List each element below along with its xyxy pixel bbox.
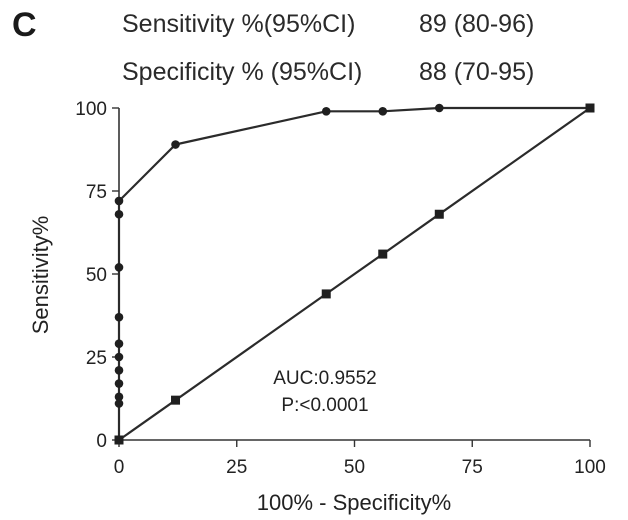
data-point [114,352,124,362]
series-line [118,107,591,441]
data-point [585,103,595,113]
y-axis-label: Sensitivity% [28,216,53,335]
data-point [114,379,124,388]
data-point [114,435,124,445]
y-tick-label: 100 [75,99,107,120]
data-point [114,312,124,322]
x-tick-label: 100 [574,457,606,478]
y-tick-label: 25 [86,348,107,369]
sensitivity-stat-label: Sensitivity %(95%CI) [122,10,356,38]
chart-series [114,103,595,445]
data-point [378,249,388,259]
specificity-stat-row: Specificity % (95%CI) 88 (70-95) [122,58,534,87]
panel-label: C [12,6,37,44]
auc-annotation: AUC:0.9552 [273,368,377,389]
x-tick-label: 50 [344,457,365,478]
data-point [434,209,444,219]
x-axis-label: 100% - Specificity% [257,490,451,515]
data-point [321,289,331,299]
specificity-stat-label: Specificity % (95%CI) [122,58,363,86]
y-tick-label: 0 [96,431,107,452]
data-point [114,196,124,206]
sensitivity-stat-row: Sensitivity %(95%CI) 89 (80-96) [122,10,534,39]
data-point [114,263,124,272]
specificity-stat-value: 88 (70-95) [418,58,535,86]
series-2 [114,103,595,445]
data-point [171,140,180,149]
x-tick-label: 0 [114,457,125,478]
data-point [378,107,388,116]
data-point [321,107,331,116]
chart-axes: 0 25 50 75 100 0 25 50 75 100 [75,99,606,478]
x-tick-label: 25 [226,457,247,478]
data-point [114,399,124,408]
data-point [434,103,444,113]
data-point [171,395,181,405]
data-point [114,392,124,402]
x-tick-label: 75 [462,457,483,478]
data-point [114,339,124,349]
y-tick-label: 50 [86,265,107,286]
p-value-annotation: P:<0.0001 [281,395,368,416]
sensitivity-stat-value: 89 (80-96) [418,10,535,38]
data-point [114,209,124,219]
y-tick-label: 75 [86,182,107,203]
data-point [114,365,124,375]
series-line [117,106,590,440]
